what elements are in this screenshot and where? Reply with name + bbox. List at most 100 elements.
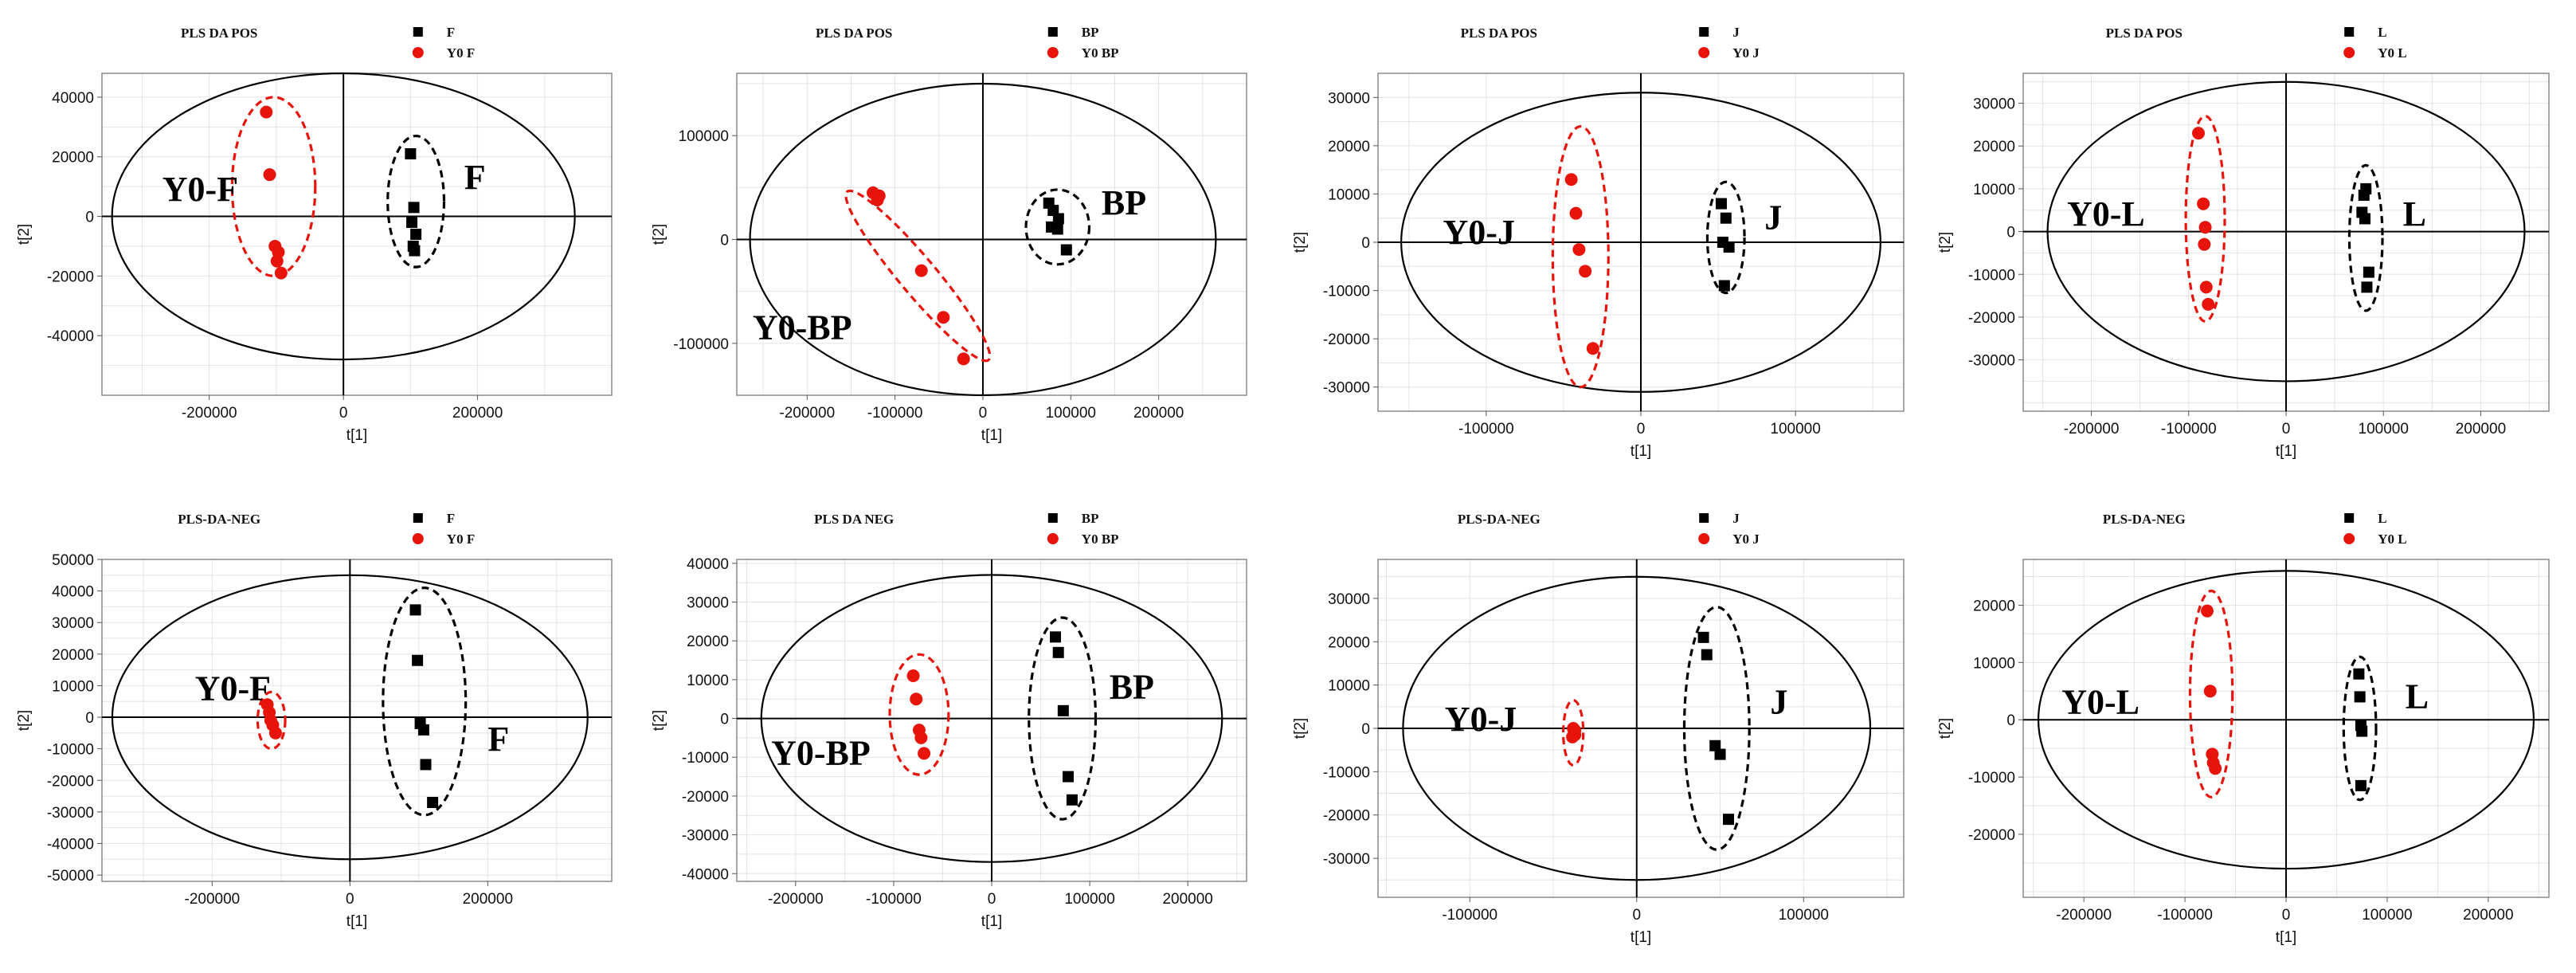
group-ellipse xyxy=(1705,180,1746,295)
legend-marker-square xyxy=(2344,513,2355,523)
data-point-circle xyxy=(914,264,928,277)
y-tick-label: -20000 xyxy=(1323,808,1370,825)
y-axis-label: t[2] xyxy=(1937,232,1954,253)
legend: L Y0 L xyxy=(2343,511,2407,547)
x-axis-label: t[1] xyxy=(1631,929,1651,946)
x-tick-label: 0 xyxy=(988,891,996,908)
group-label: F xyxy=(464,158,486,197)
data-point-square xyxy=(1723,814,1734,826)
x-tick-label: -200000 xyxy=(182,405,237,422)
x-tick-label: 100000 xyxy=(1779,907,1829,924)
group-ellipse xyxy=(1551,125,1610,389)
y-tick-label: 10000 xyxy=(1328,186,1370,203)
confidence-ellipse xyxy=(2037,570,2535,870)
data-point-square xyxy=(1050,631,1061,643)
y-tick-label: 0 xyxy=(720,233,729,249)
y-tick-label: -40000 xyxy=(47,836,94,853)
chart-title: PLS DA POS xyxy=(816,26,892,41)
y-tick-label: -10000 xyxy=(1323,284,1370,300)
legend-label: Y0 BP xyxy=(1082,532,1119,547)
x-tick-label: -100000 xyxy=(867,405,923,422)
data-point-circle xyxy=(2198,237,2211,251)
group-label: Y0-L xyxy=(2061,683,2139,722)
data-point-circle xyxy=(2197,197,2210,210)
legend-label: Y0 L xyxy=(2378,532,2406,547)
legend-marker-circle xyxy=(1047,533,1059,544)
legend-label: J xyxy=(1732,25,1740,40)
data-point-circle xyxy=(906,669,920,683)
legend-label: J xyxy=(1732,511,1740,526)
y-tick-label: -30000 xyxy=(682,828,729,845)
y-tick-label: -20000 xyxy=(1968,310,2015,327)
legend-label: F xyxy=(447,511,455,526)
confidence-ellipse xyxy=(1402,575,1872,881)
group-label: J xyxy=(1770,682,1787,721)
data-point-square xyxy=(1052,646,1064,658)
y-tick-label: -20000 xyxy=(682,789,729,806)
legend: F Y0 F xyxy=(412,25,475,61)
group-ellipse xyxy=(230,96,317,277)
data-point-circle xyxy=(918,747,931,760)
group-ellipse xyxy=(256,690,287,751)
data-point-square xyxy=(1709,740,1721,751)
legend-marker-circle xyxy=(1698,533,1710,544)
y-tick-label: 10000 xyxy=(52,678,94,695)
y-tick-label: -20000 xyxy=(1968,827,2015,844)
group-label: F xyxy=(487,720,509,759)
x-tick-label: -100000 xyxy=(1458,421,1514,437)
group-label: L xyxy=(2403,194,2426,233)
y-axis-label: t[2] xyxy=(651,710,667,731)
y-tick-label: 0 xyxy=(2006,225,2015,241)
legend-marker-square xyxy=(1699,513,1709,523)
y-tick-label: 50000 xyxy=(52,552,94,569)
y-tick-label: -20000 xyxy=(47,269,94,285)
data-point-square xyxy=(420,759,432,771)
y-tick-label: 40000 xyxy=(52,584,94,601)
group-label: Y0-F xyxy=(195,669,271,708)
y-tick-label: -40000 xyxy=(682,866,729,883)
y-tick-label: -10000 xyxy=(1323,764,1370,781)
group-ellipse xyxy=(2342,655,2378,802)
data-point-square xyxy=(2363,266,2374,278)
y-tick-label: 30000 xyxy=(52,615,94,632)
x-tick-label: -100000 xyxy=(2157,907,2213,924)
legend-label: Y0 F xyxy=(447,45,475,61)
legend-label: BP xyxy=(1082,25,1099,40)
group-label: L xyxy=(2406,677,2429,716)
y-tick-label: -30000 xyxy=(1968,353,2015,370)
legend-marker-square xyxy=(1047,513,1058,523)
group-ellipse xyxy=(1024,188,1091,266)
x-axis-label: t[1] xyxy=(346,913,367,930)
x-tick-label: -200000 xyxy=(2056,907,2112,924)
y-tick-label: -30000 xyxy=(47,805,94,822)
plot-frame xyxy=(101,73,613,396)
legend-label: BP xyxy=(1082,511,1099,526)
x-tick-label: 100000 xyxy=(1046,405,1096,422)
legend-marker-circle xyxy=(412,47,424,58)
legend: F Y0 F xyxy=(412,511,475,547)
group-ellipse xyxy=(386,134,446,269)
legend-marker-square xyxy=(413,513,423,523)
y-axis-label: t[2] xyxy=(651,224,667,245)
panel-7: -100000 0 100000-30000-20000-1000001000020… xyxy=(1292,511,1905,946)
y-tick-label: -30000 xyxy=(1323,380,1370,397)
chart-title: PLS DA POS xyxy=(1461,26,1537,41)
confidence-ellipse xyxy=(111,574,589,861)
panel-4: -200000 -100000 0 100000 200000-30000-20000-… xyxy=(1937,25,2550,460)
legend-marker-square xyxy=(413,27,423,37)
y-tick-label: -10000 xyxy=(1968,267,2015,284)
data-point-circle xyxy=(1568,724,1582,737)
x-tick-label: 0 xyxy=(339,405,348,422)
y-tick-label: -20000 xyxy=(1323,332,1370,348)
group-label: Y0-BP xyxy=(753,308,852,347)
legend: BP Y0 BP xyxy=(1047,511,1119,547)
group-label: Y0-J xyxy=(1445,700,1517,739)
panel-5: -200000 0 200000-50000-40000-30000-20000-1… xyxy=(16,511,613,930)
chart-title: PLS DA NEG xyxy=(814,512,894,527)
x-tick-label: -200000 xyxy=(768,891,824,908)
x-tick-label: 0 xyxy=(2282,907,2291,924)
y-tick-label: 40000 xyxy=(687,556,729,573)
legend: J Y0 J xyxy=(1698,25,1760,61)
chart-title: PLS-DA-NEG xyxy=(1458,512,1541,527)
chart-title: PLS-DA-NEG xyxy=(178,512,260,527)
